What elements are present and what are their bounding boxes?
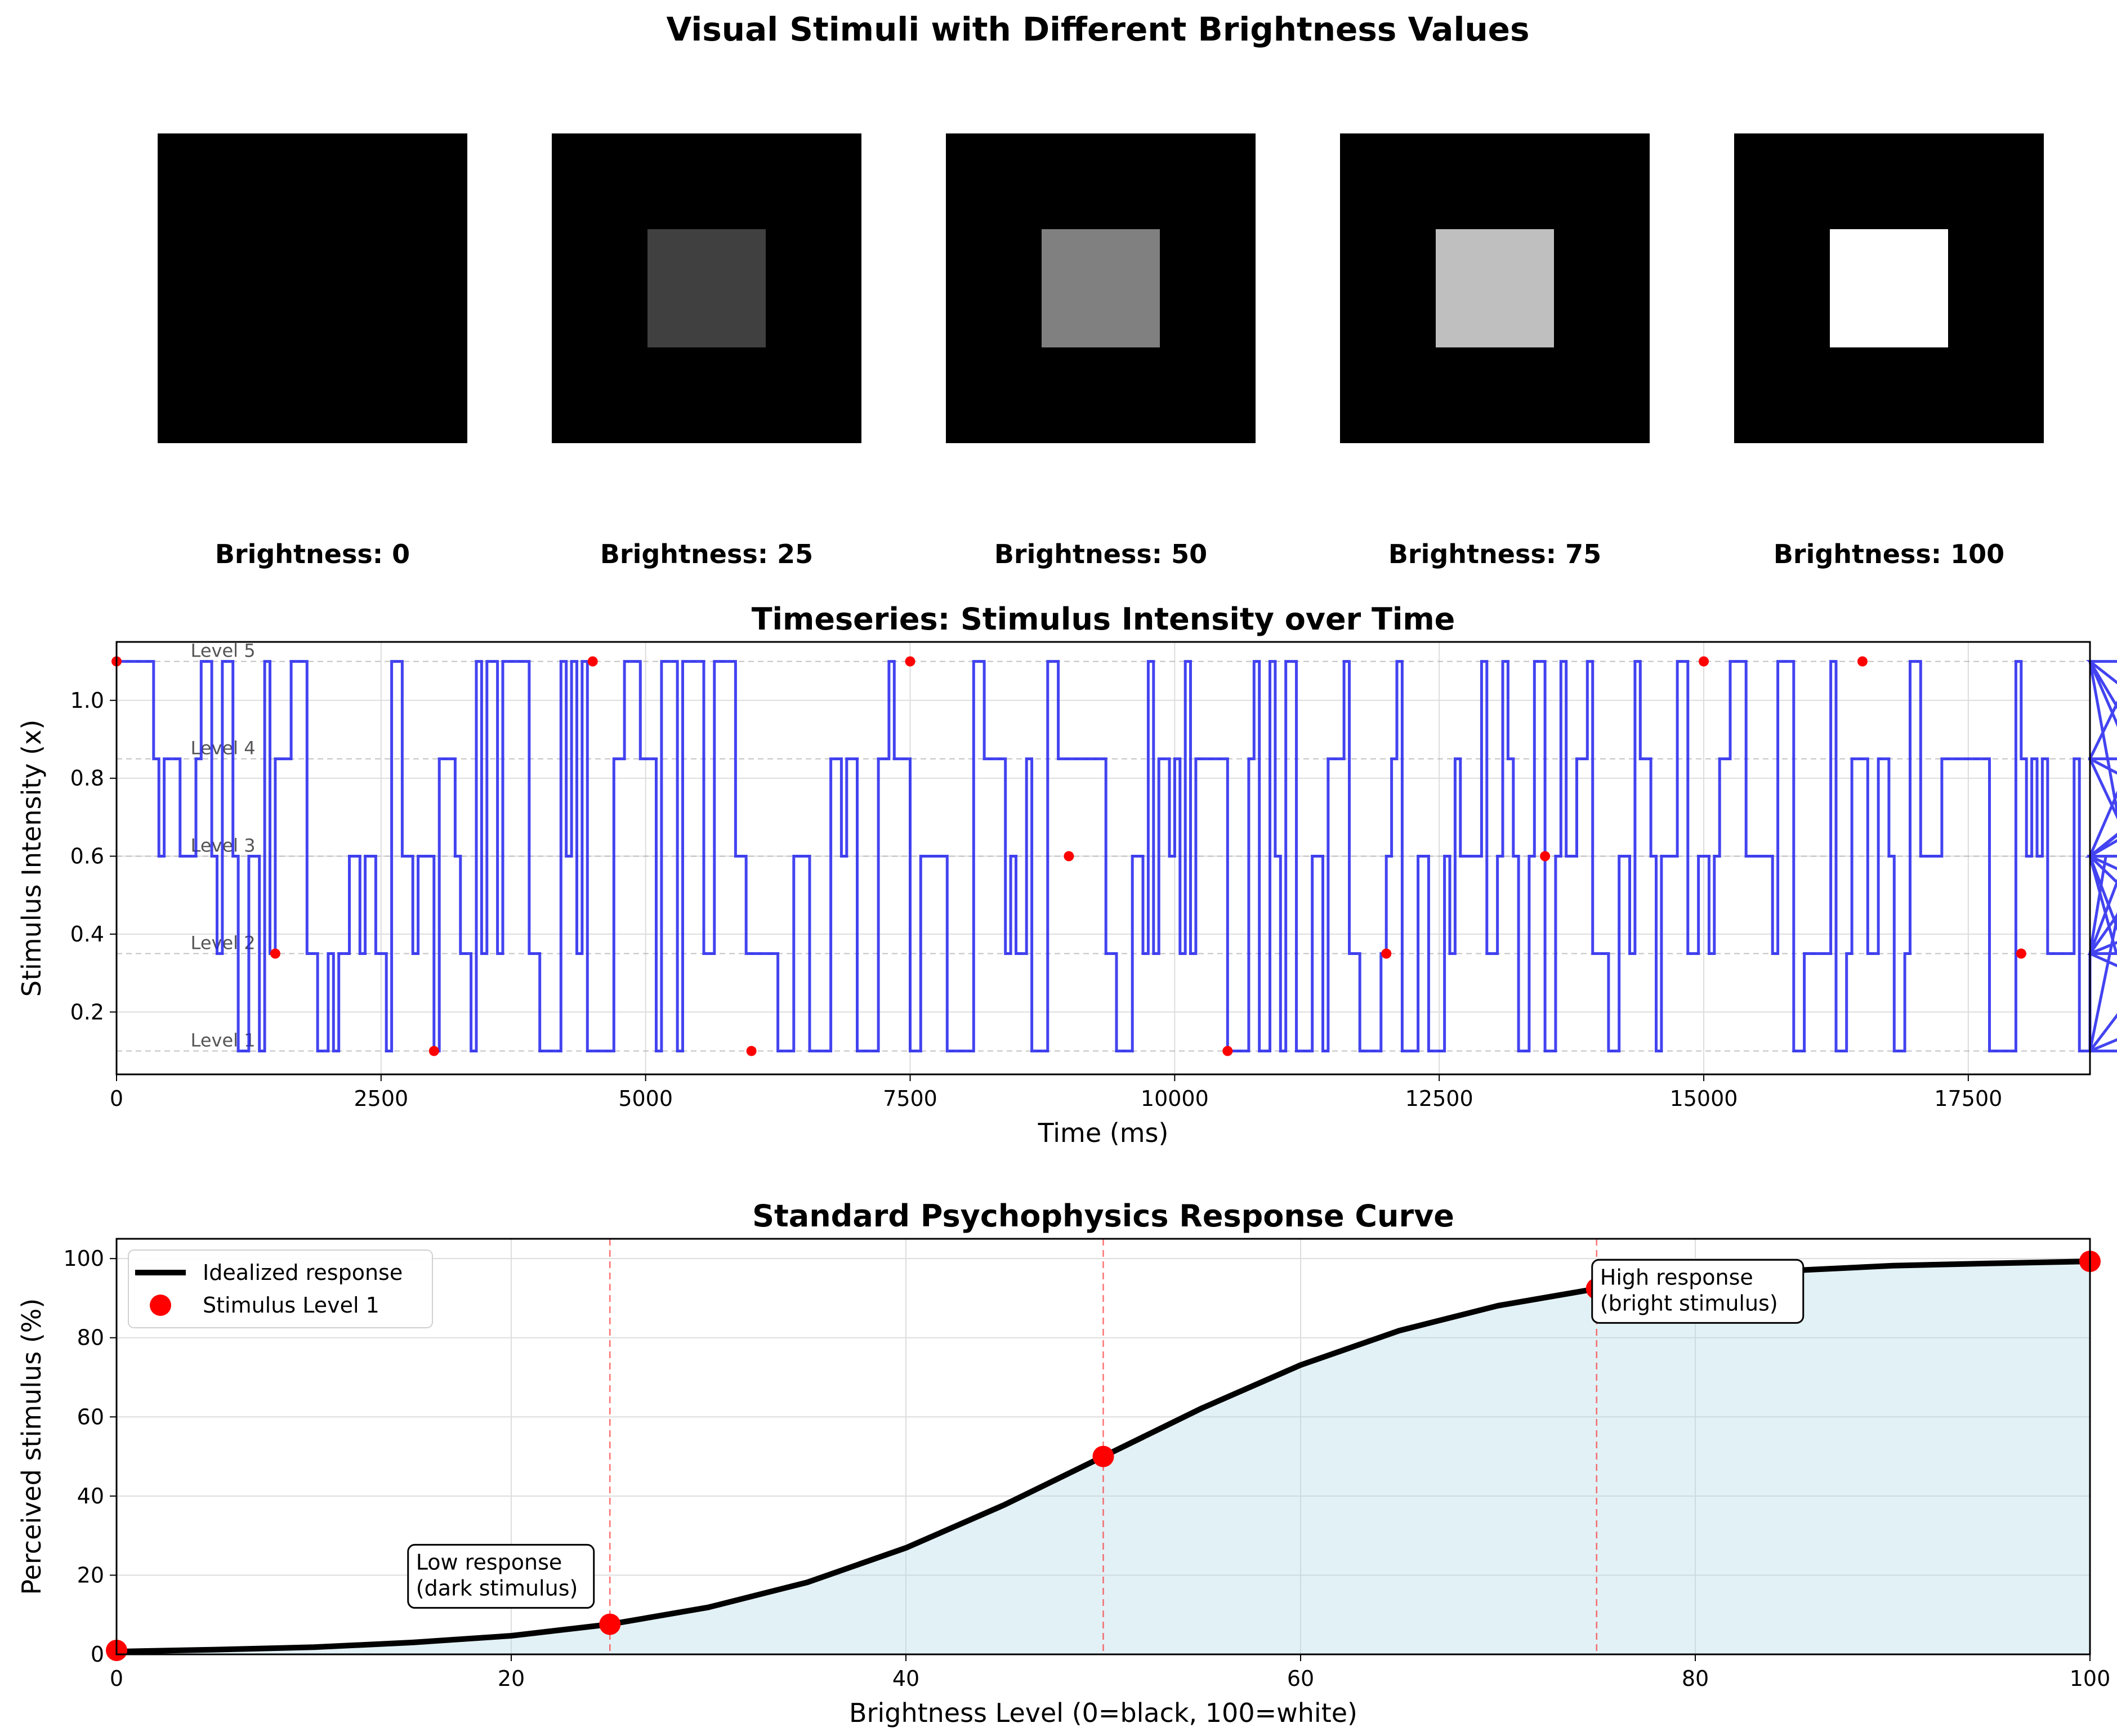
x-tick-label: 7500 bbox=[883, 1086, 937, 1111]
response-chart: 0 20 40 60 80 100 0 20 40 60 80 100 Standard Psychop… bbox=[16, 1198, 2110, 1728]
timeseries-marker bbox=[270, 948, 280, 959]
x-tick-label: 20 bbox=[498, 1666, 525, 1691]
x-tick-label: 0 bbox=[110, 1666, 123, 1691]
stimulus-square bbox=[1042, 229, 1160, 347]
level-label: Level 1 bbox=[191, 1029, 256, 1051]
timeseries-marker bbox=[1699, 656, 1709, 667]
x-tick-label: 17500 bbox=[1934, 1086, 2002, 1111]
stimulus-label: Brightness: 75 bbox=[1388, 539, 1601, 569]
y-tick-label: 0 bbox=[91, 1642, 104, 1667]
chart-title: Standard Psychophysics Response Curve bbox=[752, 1198, 1454, 1234]
y-tick-label: 1.0 bbox=[70, 688, 104, 713]
level-label: Level 5 bbox=[191, 640, 256, 662]
plot-frame bbox=[115, 1238, 2091, 1655]
annotation-text: High response bbox=[1600, 1265, 1753, 1289]
timeseries-line bbox=[117, 660, 2117, 1052]
x-axis-label: Brightness Level (0=black, 100=white) bbox=[849, 1698, 1357, 1728]
timeseries-marker bbox=[1222, 1046, 1233, 1056]
x-tick-label: 0 bbox=[110, 1086, 123, 1111]
legend-label: Stimulus Level 1 bbox=[203, 1293, 379, 1318]
stimulus-panel-100: Brightness: 100 bbox=[1734, 133, 2044, 569]
y-tick-label: 0.8 bbox=[70, 766, 104, 791]
y-tick-label: 40 bbox=[77, 1484, 104, 1509]
stimulus-square bbox=[647, 229, 766, 347]
x-tick-label: 40 bbox=[892, 1666, 919, 1691]
annotation-text: (dark stimulus) bbox=[416, 1576, 578, 1600]
x-tick-label: 5000 bbox=[618, 1086, 673, 1111]
y-tick-label: 100 bbox=[63, 1246, 104, 1271]
annotation-text: (bright stimulus) bbox=[1600, 1291, 1778, 1315]
x-axis-label: Time (ms) bbox=[1038, 1118, 1169, 1148]
x-tick-label: 2500 bbox=[354, 1086, 408, 1111]
stimulus-point bbox=[599, 1613, 621, 1635]
stimulus-panels: Brightness: 0 Brightness: 25 Brightness:… bbox=[158, 133, 2044, 569]
y-axis-label: Perceived stimulus (%) bbox=[16, 1298, 47, 1595]
stimulus-panel-25: Brightness: 25 bbox=[552, 133, 861, 569]
stimulus-panel-0: Brightness: 0 bbox=[158, 133, 467, 569]
x-tick-label: 80 bbox=[1682, 1666, 1709, 1691]
timeseries-chart: 0 2500 5000 7500 10000 12500 15000 17500 0.2 0.4 0… bbox=[16, 601, 2117, 1148]
stimulus-square bbox=[276, 229, 394, 347]
y-tick-label: 60 bbox=[77, 1404, 104, 1429]
legend-box bbox=[128, 1249, 433, 1328]
plot-frame bbox=[115, 641, 2091, 1075]
chart-title: Timeseries: Stimulus Intensity over Time bbox=[752, 601, 1455, 637]
stimulus-label: Brightness: 25 bbox=[600, 539, 813, 569]
timeseries-marker bbox=[1857, 656, 1868, 667]
y-tick-label: 0.4 bbox=[70, 922, 104, 947]
stimulus-label: Brightness: 0 bbox=[215, 539, 410, 569]
timeseries-marker bbox=[428, 1046, 439, 1056]
timeseries-marker bbox=[1540, 851, 1551, 862]
annotation-text: Low response bbox=[416, 1550, 562, 1574]
y-tick-label: 20 bbox=[77, 1563, 104, 1587]
stimulus-point bbox=[1092, 1445, 1114, 1467]
timeseries-marker bbox=[905, 656, 915, 667]
y-axis-label: Stimulus Intensity (x) bbox=[16, 720, 47, 997]
timeseries-marker bbox=[1064, 851, 1074, 862]
stimulus-label: Brightness: 50 bbox=[994, 539, 1207, 569]
x-tick-label: 10000 bbox=[1141, 1086, 1209, 1111]
annotation-box bbox=[1591, 1259, 1805, 1324]
timeseries-marker bbox=[1381, 948, 1392, 959]
figure-title: Visual Stimuli with Different Brightness… bbox=[667, 10, 1530, 48]
y-tick-label: 0.6 bbox=[70, 844, 104, 869]
legend-label: Idealized response bbox=[203, 1260, 403, 1285]
stimulus-square bbox=[1436, 229, 1554, 347]
stimulus-square bbox=[1830, 229, 1948, 347]
y-tick-label: 80 bbox=[77, 1326, 104, 1350]
stimulus-panel-75: Brightness: 75 bbox=[1340, 133, 1650, 569]
stimulus-label: Brightness: 100 bbox=[1774, 539, 2004, 569]
x-tick-label: 15000 bbox=[1670, 1086, 1738, 1111]
annotation-box bbox=[407, 1543, 595, 1609]
legend-marker-swatch bbox=[150, 1295, 171, 1316]
timeseries-marker bbox=[2016, 948, 2026, 959]
x-tick-label: 60 bbox=[1287, 1666, 1314, 1691]
x-tick-label: 100 bbox=[2070, 1666, 2111, 1691]
stimulus-panel-50: Brightness: 50 bbox=[946, 133, 1256, 569]
x-tick-label: 12500 bbox=[1405, 1086, 1473, 1111]
timeseries-marker bbox=[746, 1046, 757, 1056]
timeseries-marker bbox=[587, 656, 598, 667]
y-tick-label: 0.2 bbox=[70, 999, 104, 1024]
